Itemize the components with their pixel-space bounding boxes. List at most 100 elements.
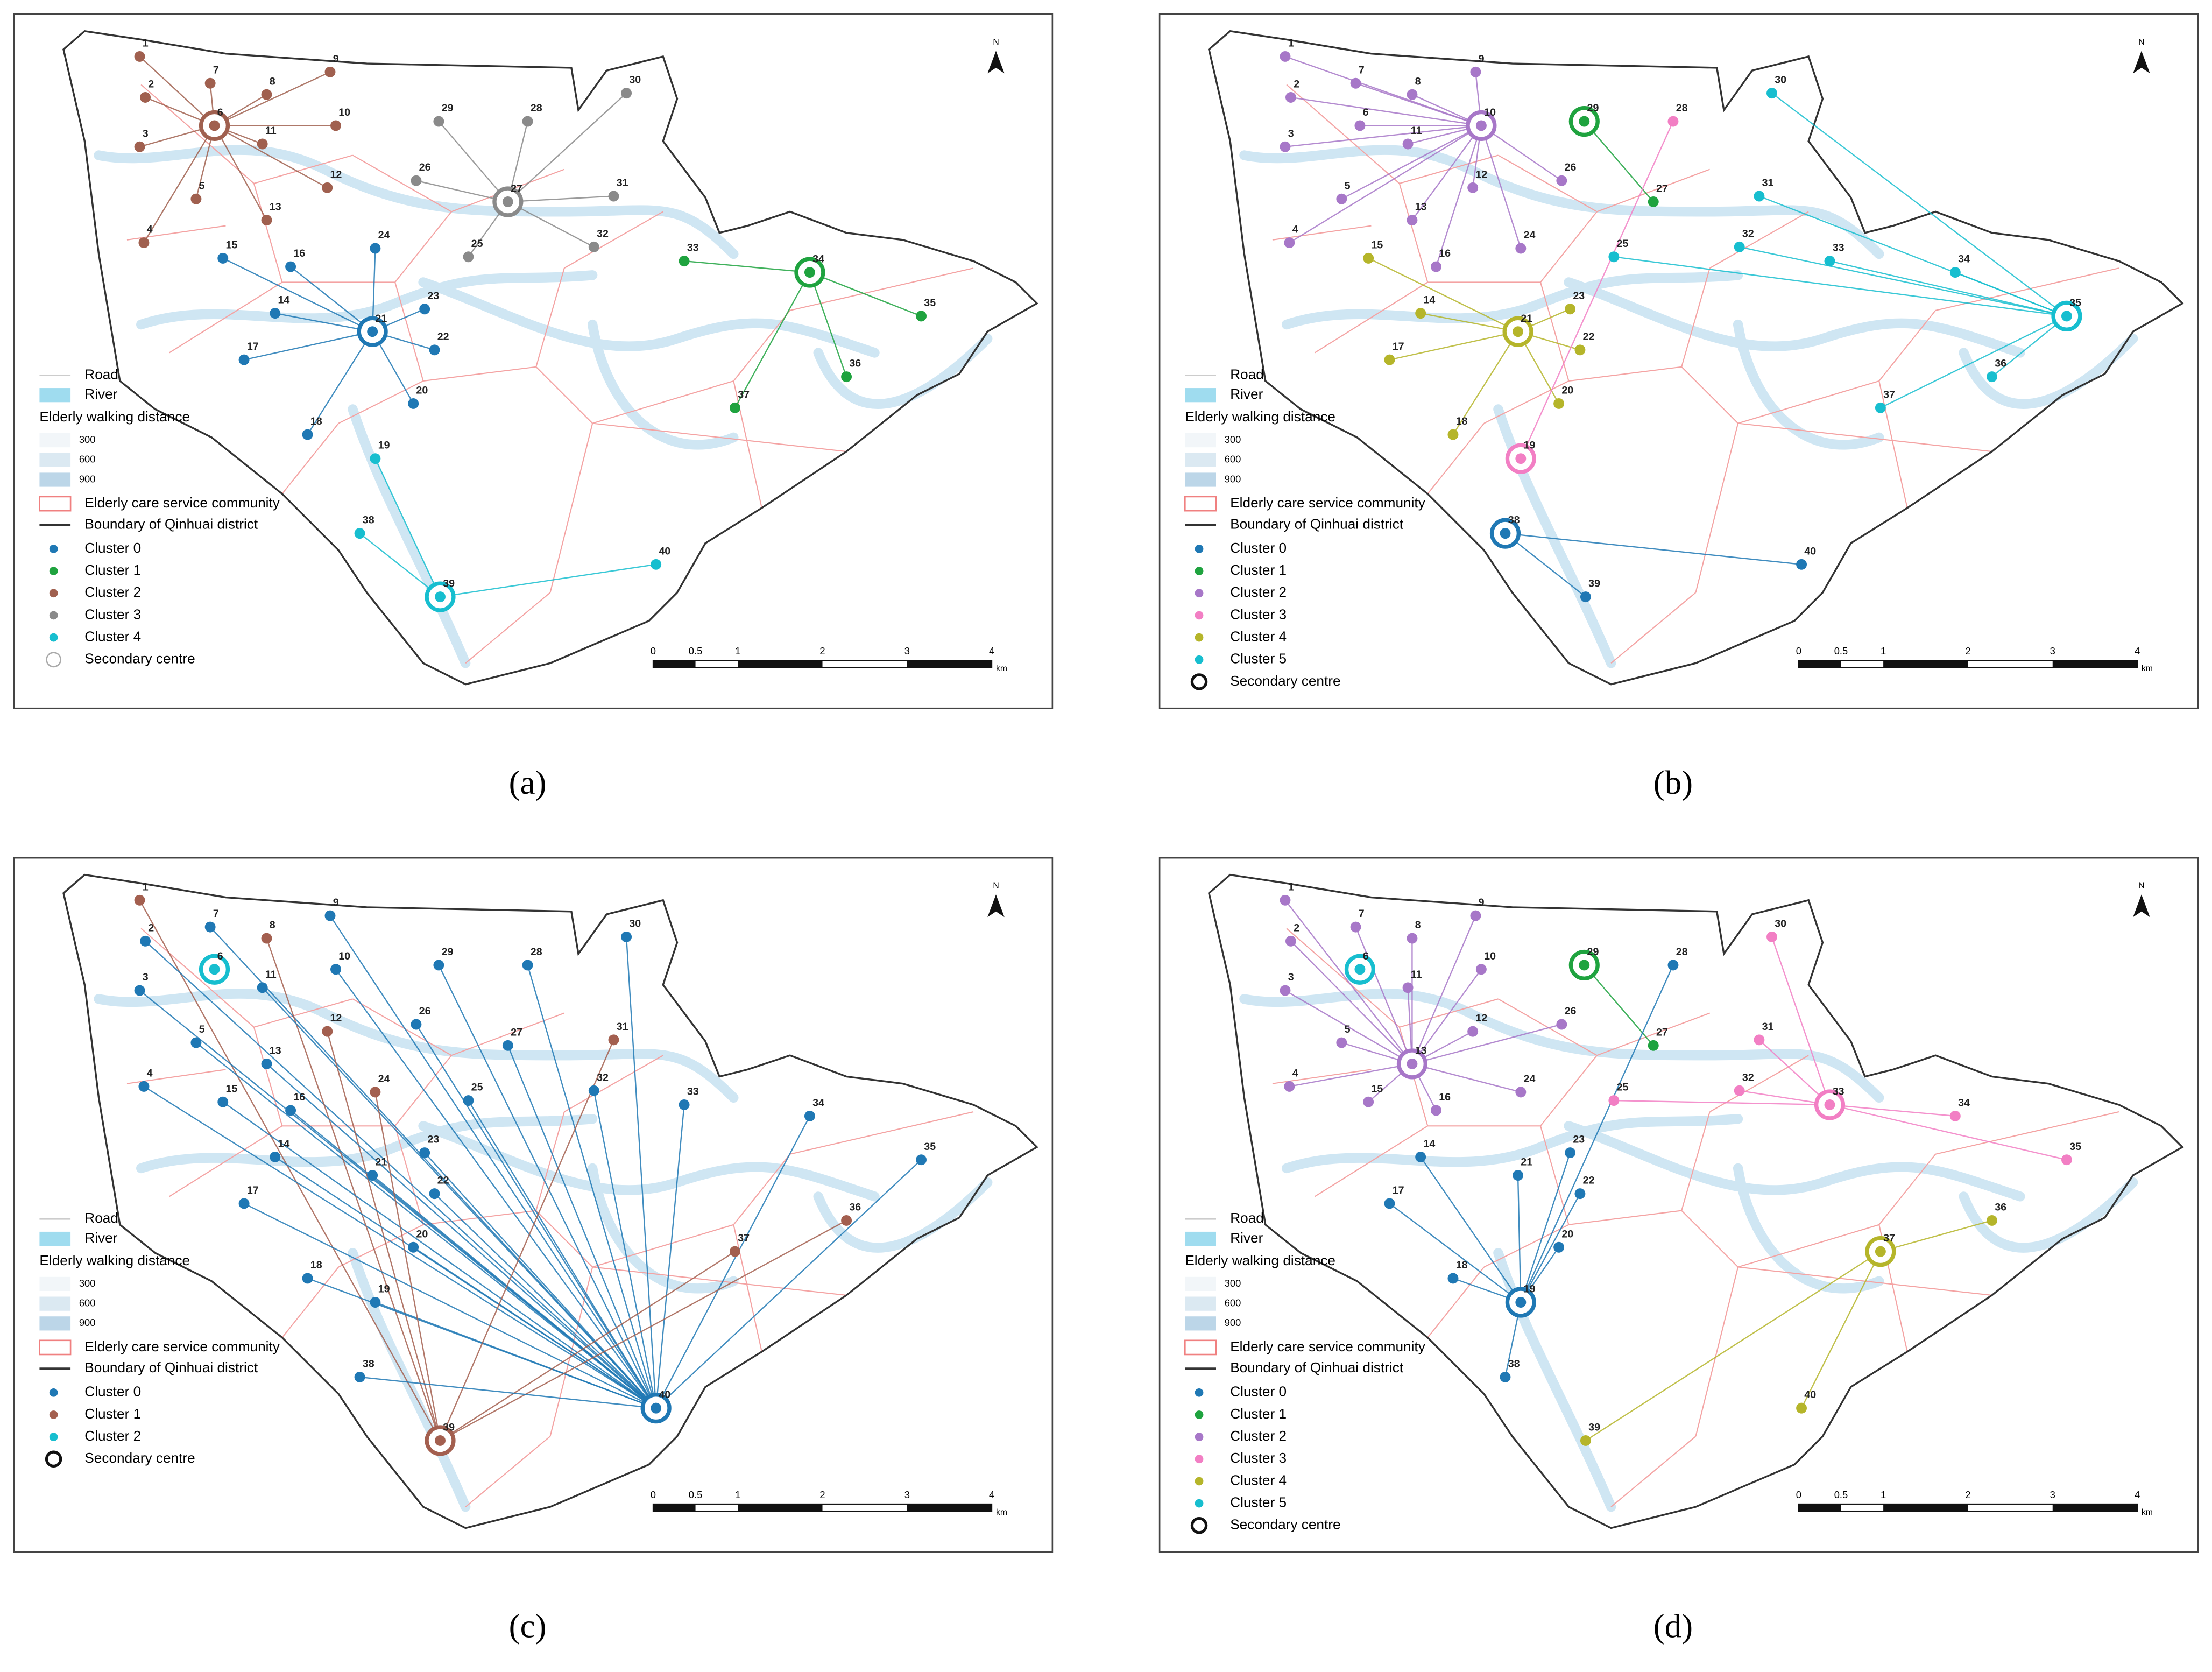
point-label: 4 — [1292, 224, 1298, 236]
legend-text: Road — [1230, 1210, 1264, 1226]
community-border — [140, 84, 255, 184]
community-point — [1363, 252, 1374, 264]
scale-label: 4 — [2135, 645, 2140, 657]
cluster-link — [266, 938, 441, 1441]
point-label: 35 — [924, 297, 936, 309]
river — [418, 277, 880, 358]
cluster-link — [424, 1152, 657, 1409]
community-border — [1568, 1210, 1682, 1225]
community-point — [463, 251, 474, 263]
community-point — [1608, 1095, 1620, 1106]
community-point — [1875, 402, 1886, 413]
river — [813, 1177, 993, 1253]
legend-text: Road — [1230, 366, 1264, 382]
legend-river — [1185, 388, 1217, 403]
point-label: 19 — [378, 1283, 390, 1295]
point-label: 15 — [225, 1083, 237, 1095]
point-label: 3 — [1288, 128, 1294, 139]
cluster-link — [1481, 125, 1563, 181]
community-border — [592, 1224, 734, 1268]
point-label: 32 — [597, 1071, 609, 1083]
community-border — [1483, 380, 1569, 424]
point-label: 24 — [378, 1073, 390, 1085]
legend-text: Cluster 2 — [84, 584, 141, 600]
cluster-link — [413, 1246, 656, 1409]
cluster-link — [1520, 121, 1674, 459]
legend-cluster — [49, 633, 58, 642]
legend-cluster — [1195, 1410, 1204, 1419]
legend-text: Cluster 5 — [1230, 1494, 1287, 1511]
legend-centre — [46, 652, 62, 668]
point-label: 13 — [270, 1045, 281, 1057]
community-point — [204, 921, 216, 933]
community-border — [1540, 1125, 1570, 1225]
point-label: 26 — [419, 1005, 431, 1017]
scale-bar-segment — [653, 1504, 696, 1512]
cluster-link — [625, 936, 657, 1408]
point-label: 8 — [1415, 75, 1421, 87]
community-point — [1407, 89, 1418, 100]
point-label: 22 — [1583, 1175, 1595, 1187]
scale-bar-segment — [1883, 1504, 1968, 1512]
point-label: 23 — [427, 1134, 439, 1146]
point-label: 39 — [1588, 578, 1600, 590]
point-label: 9 — [333, 53, 339, 65]
cluster-link — [1614, 1099, 1830, 1106]
point-label: 22 — [437, 1175, 449, 1187]
community-point — [285, 261, 296, 272]
point-label: 21 — [1521, 313, 1532, 324]
community-point — [730, 402, 740, 413]
community-point — [408, 398, 419, 409]
community-border — [1737, 1224, 1879, 1268]
cluster-link — [1284, 990, 1413, 1064]
point-label: 14 — [278, 294, 289, 306]
cluster-link — [1517, 1175, 1522, 1303]
community-point — [1667, 960, 1679, 971]
legend-text: Cluster 3 — [1230, 606, 1287, 622]
point-label: 26 — [419, 161, 431, 173]
point-label: 14 — [1423, 294, 1435, 306]
community-border — [1497, 154, 1598, 213]
cluster-link — [1452, 331, 1519, 435]
point-label: 15 — [225, 239, 237, 251]
cluster-link — [507, 195, 614, 203]
point-label: 18 — [310, 415, 322, 427]
community-border — [1610, 1436, 1697, 1507]
community-border — [733, 310, 791, 382]
community-point — [1667, 116, 1679, 127]
legend-walking — [1185, 1276, 1217, 1292]
point-label: 7 — [1359, 64, 1365, 76]
legend-text: 600 — [1225, 454, 1241, 465]
point-label: 21 — [1521, 1156, 1532, 1168]
cluster-link — [359, 1376, 656, 1409]
point-label: 10 — [338, 950, 350, 962]
community-point — [238, 354, 250, 365]
community-border — [535, 1111, 565, 1211]
cluster-link — [307, 331, 373, 435]
community-border — [1695, 1267, 1739, 1437]
point-label: 8 — [1415, 919, 1421, 931]
cluster-link — [1584, 121, 1654, 202]
legend-text: River — [84, 1230, 117, 1246]
community-point — [1407, 933, 1418, 944]
scale-label: 0 — [1796, 1489, 1801, 1500]
cluster-link — [1290, 96, 1482, 126]
cluster-link — [1341, 125, 1482, 200]
community-point — [1280, 894, 1291, 906]
community-point — [1447, 429, 1459, 440]
point-label: 25 — [471, 1082, 483, 1093]
point-label: 5 — [1345, 180, 1351, 192]
point-label: 6 — [217, 950, 223, 962]
legend-text: Elderly care service community — [1230, 1338, 1425, 1354]
community-point — [1949, 1110, 1961, 1121]
community-point — [1513, 326, 1524, 337]
community-border — [1709, 211, 1809, 269]
point-label: 32 — [1742, 1071, 1754, 1083]
point-label: 6 — [1363, 107, 1369, 118]
map-panel: 1234567891011121314151617181920212223242… — [1158, 13, 2199, 801]
point-label: 31 — [617, 177, 628, 189]
legend-text: Road — [84, 1210, 118, 1226]
legend-walking — [39, 453, 71, 467]
community-point — [522, 116, 533, 127]
